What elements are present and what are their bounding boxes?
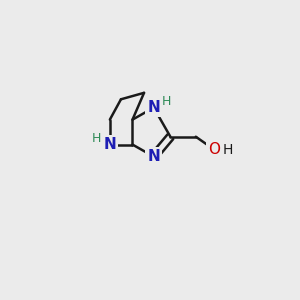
Text: N: N [147, 100, 160, 115]
Text: O: O [208, 142, 220, 157]
Text: H: H [223, 143, 233, 157]
Text: N: N [103, 137, 116, 152]
Text: N: N [147, 149, 160, 164]
Text: H: H [162, 94, 171, 108]
Text: H: H [92, 132, 101, 145]
